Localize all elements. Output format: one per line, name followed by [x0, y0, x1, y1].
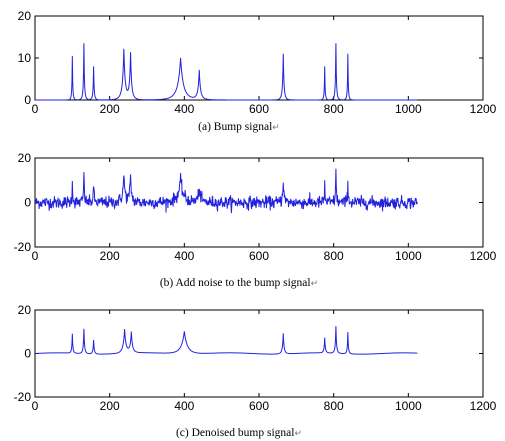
x-tick-label: 400	[174, 249, 194, 263]
paragraph-mark: ↵	[294, 428, 302, 438]
x-tick-label: 600	[249, 249, 269, 263]
paragraph-mark: ↵	[272, 122, 280, 132]
x-tick-label: 1000	[395, 399, 422, 413]
x-tick-label: 1200	[470, 102, 497, 116]
y-tick-label: 20	[18, 9, 32, 23]
x-tick-label: 600	[249, 399, 269, 413]
x-tick-label: 200	[100, 399, 120, 413]
x-tick-label: 800	[324, 249, 344, 263]
panel-caption: (b) Add noise to the bump signal↵	[160, 277, 318, 289]
x-tick-label: 600	[249, 102, 269, 116]
y-tick-label: -20	[14, 240, 32, 254]
panel-caption: (a) Bump signal↵	[198, 121, 280, 133]
y-tick-label: 0	[24, 196, 31, 210]
x-tick-label: 800	[324, 102, 344, 116]
y-tick-label: 20	[18, 151, 32, 165]
x-tick-label: 1000	[395, 249, 422, 263]
y-tick-label: 0	[24, 347, 31, 361]
x-tick-label: 800	[324, 399, 344, 413]
y-tick-label: -20	[14, 390, 32, 404]
x-tick-label: 1200	[470, 249, 497, 263]
x-tick-label: 0	[32, 249, 39, 263]
y-tick-label: 20	[18, 303, 32, 317]
panel-caption: (c) Denoised bump signal↵	[176, 427, 302, 439]
x-tick-label: 200	[100, 102, 120, 116]
x-tick-label: 0	[32, 399, 39, 413]
y-tick-label: 0	[24, 93, 31, 107]
x-tick-label: 0	[32, 102, 39, 116]
paragraph-mark: ↵	[311, 278, 319, 288]
x-tick-label: 400	[174, 399, 194, 413]
x-tick-label: 400	[174, 102, 194, 116]
series-line	[35, 326, 418, 355]
series-line	[34, 168, 418, 214]
chart-panel-1: 0 200 400 600 800 1000 1200 0 10 20 (a) Bump signa…	[18, 9, 497, 133]
plot-frame	[34, 15, 484, 101]
x-tick-label: 1000	[395, 102, 422, 116]
x-tick-label: 1200	[470, 399, 497, 413]
y-tick-label: 10	[18, 51, 32, 65]
x-tick-label: 200	[100, 249, 120, 263]
series-line	[35, 43, 418, 101]
